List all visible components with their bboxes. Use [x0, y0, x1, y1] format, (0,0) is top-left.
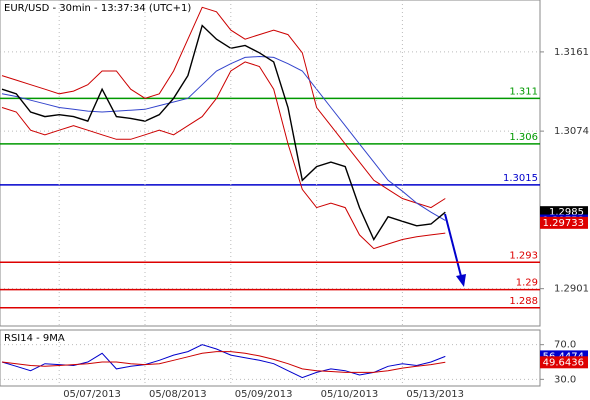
series-line	[1, 6, 446, 209]
price-tag-label: 1.29733	[543, 218, 584, 229]
price-tag-label: 1.2985	[549, 207, 584, 218]
y-tick-label: 1.3074	[554, 126, 589, 137]
rsi-title: RSI14 - 9MA	[4, 333, 65, 344]
y-tick-label: 70.0	[554, 340, 576, 351]
level-label: 1.306	[509, 132, 538, 143]
series-line	[1, 351, 446, 373]
x-tick-label: 05/08/2013	[149, 389, 207, 400]
level-label: 1.311	[509, 86, 538, 97]
price-pane	[0, 0, 541, 327]
x-tick-label: 05/09/2013	[235, 389, 293, 400]
level-label: 1.288	[509, 296, 538, 307]
level-label: 1.293	[509, 250, 538, 261]
y-tick-label: 30.0	[554, 374, 576, 385]
x-tick-label: 05/13/2013	[406, 389, 464, 400]
price-tag-label: 49.6436	[543, 357, 584, 368]
x-tick-label: 05/10/2013	[321, 389, 379, 400]
series-line	[1, 55, 446, 221]
price-tag	[540, 216, 588, 229]
series-line	[1, 61, 446, 250]
series-line	[1, 24, 446, 241]
y-tick-label: 1.3161	[554, 47, 589, 58]
chart-title: EUR/USD - 30min - 13:37:34 (UTC+1)	[4, 3, 191, 14]
price-tag	[540, 356, 588, 369]
level-label: 1.3015	[503, 173, 538, 184]
y-tick-label: 1.2901	[554, 284, 589, 295]
arrow-shaft	[444, 213, 463, 281]
arrow-head	[456, 274, 466, 287]
level-label: 1.29	[516, 278, 538, 289]
x-tick-label: 05/07/2013	[63, 389, 121, 400]
